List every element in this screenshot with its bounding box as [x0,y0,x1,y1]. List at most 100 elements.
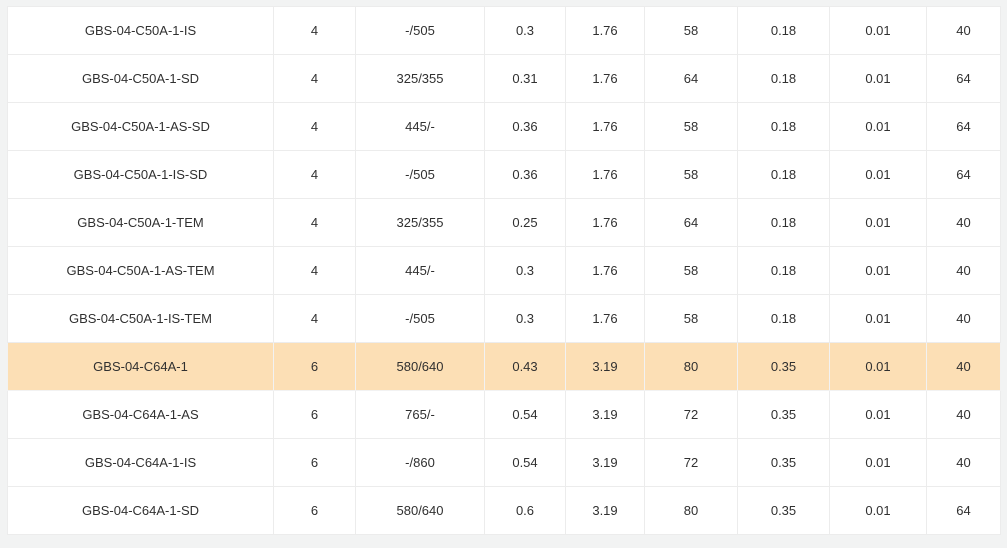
table-cell[interactable]: 58 [644,6,738,55]
table-cell[interactable]: 445/- [355,246,485,295]
table-row[interactable]: GBS-04-C50A-1-AS-TEM 4 445/- 0.3 1.76 58 0.18 0… [7,246,1001,295]
table-cell[interactable]: 0.36 [484,150,566,199]
table-cell[interactable]: 4 [273,294,356,343]
model-name-cell[interactable]: GBS-04-C64A-1-IS [7,438,274,487]
table-cell[interactable]: 72 [644,390,738,439]
table-cell[interactable]: 0.43 [484,342,566,391]
table-row-selected[interactable]: GBS-04-C64A-1 6 580/640 0.43 3.19 80 0.35 0.01 4… [7,342,1001,391]
table-cell[interactable]: 1.76 [565,150,645,199]
table-cell[interactable]: -/860 [355,438,485,487]
table-cell[interactable]: 40 [926,246,1001,295]
table-cell[interactable]: 0.01 [829,342,927,391]
table-cell[interactable]: 58 [644,150,738,199]
table-cell[interactable]: 0.01 [829,6,927,55]
model-name-cell[interactable]: GBS-04-C64A-1-AS [7,390,274,439]
table-cell[interactable]: 3.19 [565,438,645,487]
table-row[interactable]: GBS-04-C50A-1-SD 4 325/355 0.31 1.76 64 0.18 0.… [7,54,1001,103]
table-cell[interactable]: 1.76 [565,102,645,151]
table-cell[interactable]: 1.76 [565,54,645,103]
table-cell[interactable]: 64 [926,102,1001,151]
table-cell[interactable]: 64 [926,486,1001,535]
table-cell[interactable]: -/505 [355,150,485,199]
table-row[interactable]: GBS-04-C64A-1-AS 6 765/- 0.54 3.19 72 0.35 0.01… [7,390,1001,439]
table-cell[interactable]: 80 [644,486,738,535]
table-cell[interactable]: 580/640 [355,486,485,535]
table-cell[interactable]: 4 [273,150,356,199]
table-row[interactable]: GBS-04-C64A-1-IS 6 -/860 0.54 3.19 72 0.35 0.01… [7,438,1001,487]
table-cell[interactable]: -/505 [355,294,485,343]
model-name-cell[interactable]: GBS-04-C50A-1-IS-TEM [7,294,274,343]
table-cell[interactable]: 325/355 [355,54,485,103]
table-cell[interactable]: 0.6 [484,486,566,535]
table-cell[interactable]: 58 [644,246,738,295]
table-cell[interactable]: 0.35 [737,390,830,439]
table-cell[interactable]: 0.01 [829,246,927,295]
table-cell[interactable]: 0.54 [484,390,566,439]
table-cell[interactable]: 0.54 [484,438,566,487]
table-cell[interactable]: 0.01 [829,54,927,103]
table-cell[interactable]: 1.76 [565,6,645,55]
model-name-cell[interactable]: GBS-04-C50A-1-AS-TEM [7,246,274,295]
table-cell[interactable]: 1.76 [565,198,645,247]
table-cell[interactable]: 580/640 [355,342,485,391]
table-cell[interactable]: 0.18 [737,150,830,199]
table-cell[interactable]: 64 [926,150,1001,199]
table-cell[interactable]: 80 [644,342,738,391]
table-cell[interactable]: 0.01 [829,294,927,343]
table-cell[interactable]: 0.3 [484,246,566,295]
table-cell[interactable]: 0.18 [737,102,830,151]
table-row[interactable]: GBS-04-C64A-1-SD 6 580/640 0.6 3.19 80 0.35 0.0… [7,486,1001,535]
table-cell[interactable]: 4 [273,246,356,295]
table-cell[interactable]: 0.01 [829,150,927,199]
table-cell[interactable]: 0.01 [829,102,927,151]
table-cell[interactable]: 0.18 [737,6,830,55]
table-row[interactable]: GBS-04-C50A-1-IS 4 -/505 0.3 1.76 58 0.18 0.01 4… [7,6,1001,55]
table-cell[interactable]: 0.18 [737,294,830,343]
table-row[interactable]: GBS-04-C50A-1-IS-SD 4 -/505 0.36 1.76 58 0.18 0… [7,150,1001,199]
table-cell[interactable]: 325/355 [355,198,485,247]
model-name-cell[interactable]: GBS-04-C64A-1-SD [7,486,274,535]
table-cell[interactable]: 0.35 [737,438,830,487]
table-cell[interactable]: 4 [273,54,356,103]
table-cell[interactable]: 3.19 [565,390,645,439]
table-cell[interactable]: 64 [644,198,738,247]
table-row[interactable]: GBS-04-C50A-1-TEM 4 325/355 0.25 1.76 64 0.18 0… [7,198,1001,247]
table-cell[interactable]: 0.3 [484,294,566,343]
table-cell[interactable]: 765/- [355,390,485,439]
table-cell[interactable]: 1.76 [565,294,645,343]
table-cell[interactable]: 4 [273,102,356,151]
model-name-cell[interactable]: GBS-04-C50A-1-IS-SD [7,150,274,199]
table-cell[interactable]: 6 [273,438,356,487]
table-cell[interactable]: 0.25 [484,198,566,247]
table-cell[interactable]: -/505 [355,6,485,55]
table-cell[interactable]: 0.36 [484,102,566,151]
table-cell[interactable]: 6 [273,390,356,439]
table-cell[interactable]: 40 [926,390,1001,439]
table-cell[interactable]: 1.76 [565,246,645,295]
model-name-cell[interactable]: GBS-04-C64A-1 [7,342,274,391]
table-row[interactable]: GBS-04-C50A-1-IS-TEM 4 -/505 0.3 1.76 58 0.18 0… [7,294,1001,343]
table-cell[interactable]: 58 [644,102,738,151]
table-cell[interactable]: 40 [926,294,1001,343]
model-name-cell[interactable]: GBS-04-C50A-1-SD [7,54,274,103]
table-cell[interactable]: 0.18 [737,54,830,103]
table-cell[interactable]: 40 [926,198,1001,247]
model-name-cell[interactable]: GBS-04-C50A-1-AS-SD [7,102,274,151]
table-cell[interactable]: 64 [644,54,738,103]
table-cell[interactable]: 0.35 [737,486,830,535]
table-cell[interactable]: 0.3 [484,6,566,55]
table-cell[interactable]: 40 [926,342,1001,391]
table-row[interactable]: GBS-04-C50A-1-AS-SD 4 445/- 0.36 1.76 58 0.18 0… [7,102,1001,151]
table-cell[interactable]: 3.19 [565,486,645,535]
table-cell[interactable]: 445/- [355,102,485,151]
table-cell[interactable]: 4 [273,198,356,247]
table-cell[interactable]: 58 [644,294,738,343]
model-name-cell[interactable]: GBS-04-C50A-1-TEM [7,198,274,247]
table-cell[interactable]: 0.31 [484,54,566,103]
table-cell[interactable]: 40 [926,6,1001,55]
table-cell[interactable]: 0.01 [829,198,927,247]
table-cell[interactable]: 0.35 [737,342,830,391]
model-name-cell[interactable]: GBS-04-C50A-1-IS [7,6,274,55]
table-cell[interactable]: 72 [644,438,738,487]
table-cell[interactable]: 0.01 [829,486,927,535]
